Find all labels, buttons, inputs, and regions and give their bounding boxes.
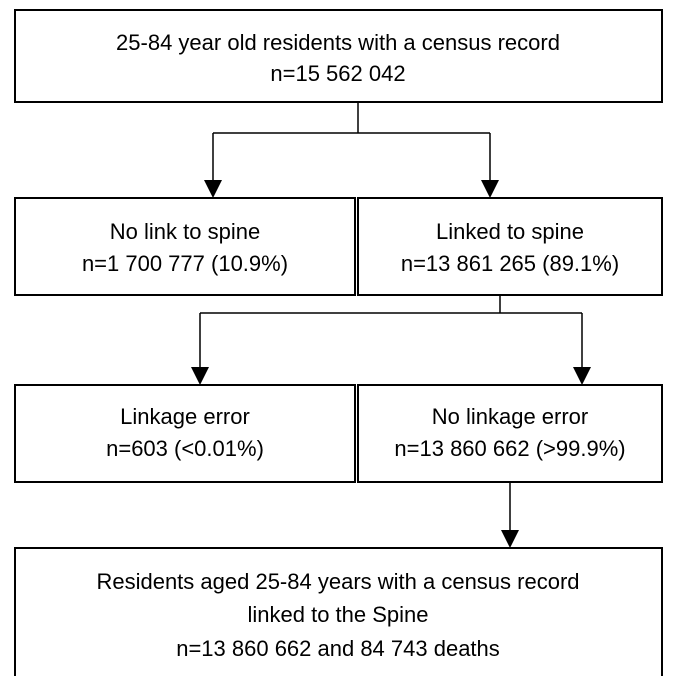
arrow-head [501, 530, 519, 548]
node-box [357, 197, 663, 296]
node-box [14, 197, 356, 296]
node: Linkage error n=603 (<0.01%) [14, 384, 356, 483]
node-text: Linked to spine [436, 219, 584, 244]
arrow-head [573, 367, 591, 385]
node: 25-84 year old residents with a census r… [14, 9, 663, 103]
node-text: n=603 (<0.01%) [106, 436, 264, 461]
node-box [14, 384, 356, 483]
node: No link to spine n=1 700 777 (10.9%) [14, 197, 356, 296]
node-box [14, 547, 663, 676]
node-text: linked to the Spine [247, 602, 428, 627]
arrow-head [481, 180, 499, 198]
node-text: n=13 861 265 (89.1%) [401, 251, 619, 276]
node: Residents aged 25-84 years with a census… [14, 547, 663, 676]
node-text: No linkage error [432, 404, 589, 429]
node-text: n=1 700 777 (10.9%) [82, 251, 288, 276]
arrow-head [191, 367, 209, 385]
node: Linked to spine n=13 861 265 (89.1%) [357, 197, 663, 296]
connectors [191, 102, 591, 548]
node: No linkage error n=13 860 662 (>99.9%) [357, 384, 663, 483]
node-box [14, 9, 663, 103]
node-text: Linkage error [120, 404, 250, 429]
node-text: 25-84 year old residents with a census r… [116, 30, 560, 55]
arrow-head [204, 180, 222, 198]
node-text: No link to spine [110, 219, 260, 244]
node-text: n=15 562 042 [270, 61, 405, 86]
node-text: n=13 860 662 and 84 743 deaths [176, 636, 500, 661]
node-text: n=13 860 662 (>99.9%) [394, 436, 625, 461]
node-box [357, 384, 663, 483]
node-text: Residents aged 25-84 years with a census… [96, 569, 579, 594]
